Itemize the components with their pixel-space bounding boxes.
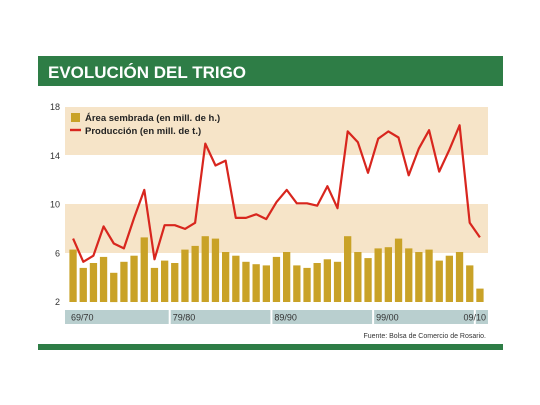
- period-separator-3: [372, 310, 375, 324]
- area-bar-36: [435, 260, 443, 302]
- y-tick-label-0: 2: [55, 297, 60, 307]
- area-bar-38: [455, 252, 464, 302]
- area-bar-19: [262, 265, 270, 302]
- area-bars: [69, 236, 484, 303]
- area-bar-39: [466, 265, 474, 302]
- area-bar-31: [384, 247, 392, 302]
- area-bar-4: [110, 272, 118, 303]
- y-tick-label-3: 14: [50, 151, 60, 161]
- legend-bar-swatch: [71, 113, 80, 122]
- area-bar-0: [69, 249, 77, 302]
- area-bar-21: [283, 252, 291, 302]
- period-label-0: 69/70: [71, 313, 94, 323]
- area-bar-32: [394, 238, 403, 302]
- period-label-4: 09/10: [463, 313, 486, 323]
- area-bar-3: [99, 256, 108, 302]
- area-bar-11: [181, 249, 189, 302]
- period-separator-4: [473, 310, 476, 324]
- period-label-1: 79/80: [173, 313, 196, 323]
- period-label-3: 99/00: [376, 313, 399, 323]
- production-line: [72, 124, 481, 263]
- band-lower: [65, 204, 488, 253]
- area-bar-40: [476, 288, 484, 302]
- period-strip: [65, 310, 488, 324]
- area-bar-9: [161, 260, 169, 302]
- y-tick-label-2: 10: [50, 200, 60, 210]
- area-bar-16: [232, 255, 240, 302]
- y-tick-label-4: 18: [50, 102, 60, 112]
- area-bar-1: [79, 267, 87, 302]
- bottom-bar: [38, 344, 503, 350]
- area-bar-27: [344, 236, 352, 302]
- band-upper: [65, 107, 488, 155]
- area-bar-26: [333, 261, 342, 302]
- area-bar-17: [242, 261, 250, 302]
- y-tick-label-1: 6: [55, 248, 60, 258]
- source-note: Fuente: Bolsa de Comercio de Rosario.: [363, 333, 486, 340]
- area-bar-7: [140, 237, 148, 302]
- area-bar-5: [120, 261, 128, 302]
- area-bar-23: [303, 267, 311, 302]
- area-bar-10: [171, 263, 179, 302]
- period-separator-2: [270, 310, 273, 324]
- area-bar-22: [293, 265, 301, 302]
- y-axis: 2 6 10 14 18: [50, 102, 60, 307]
- area-bar-37: [445, 255, 453, 302]
- area-bar-18: [252, 264, 260, 302]
- area-bar-29: [364, 258, 372, 302]
- legend-bar-label: Área sembrada (en mill. de h.): [85, 113, 220, 124]
- header-bar: [38, 56, 503, 86]
- area-bar-30: [374, 248, 382, 302]
- area-bar-34: [415, 252, 423, 302]
- area-bar-35: [425, 249, 433, 302]
- area-bar-28: [354, 252, 362, 302]
- area-bar-13: [201, 236, 209, 302]
- area-bar-24: [313, 263, 321, 302]
- area-bar-15: [222, 252, 230, 302]
- area-bar-33: [405, 248, 413, 302]
- area-bar-12: [191, 245, 199, 302]
- period-labels: 69/70 79/80 89/90 99/00 09/10: [71, 310, 486, 324]
- period-label-2: 89/90: [274, 313, 297, 323]
- area-bar-14: [211, 238, 220, 302]
- area-bar-20: [272, 256, 281, 302]
- area-bar-6: [130, 255, 138, 302]
- period-separator-1: [168, 310, 171, 324]
- area-bar-25: [323, 259, 331, 302]
- area-bar-8: [150, 267, 159, 302]
- area-bar-2: [89, 263, 98, 302]
- chart-title: EVOLUCIÓN DEL TRIGO: [48, 63, 246, 82]
- legend-line-label: Producción (en mill. de t.): [85, 126, 201, 137]
